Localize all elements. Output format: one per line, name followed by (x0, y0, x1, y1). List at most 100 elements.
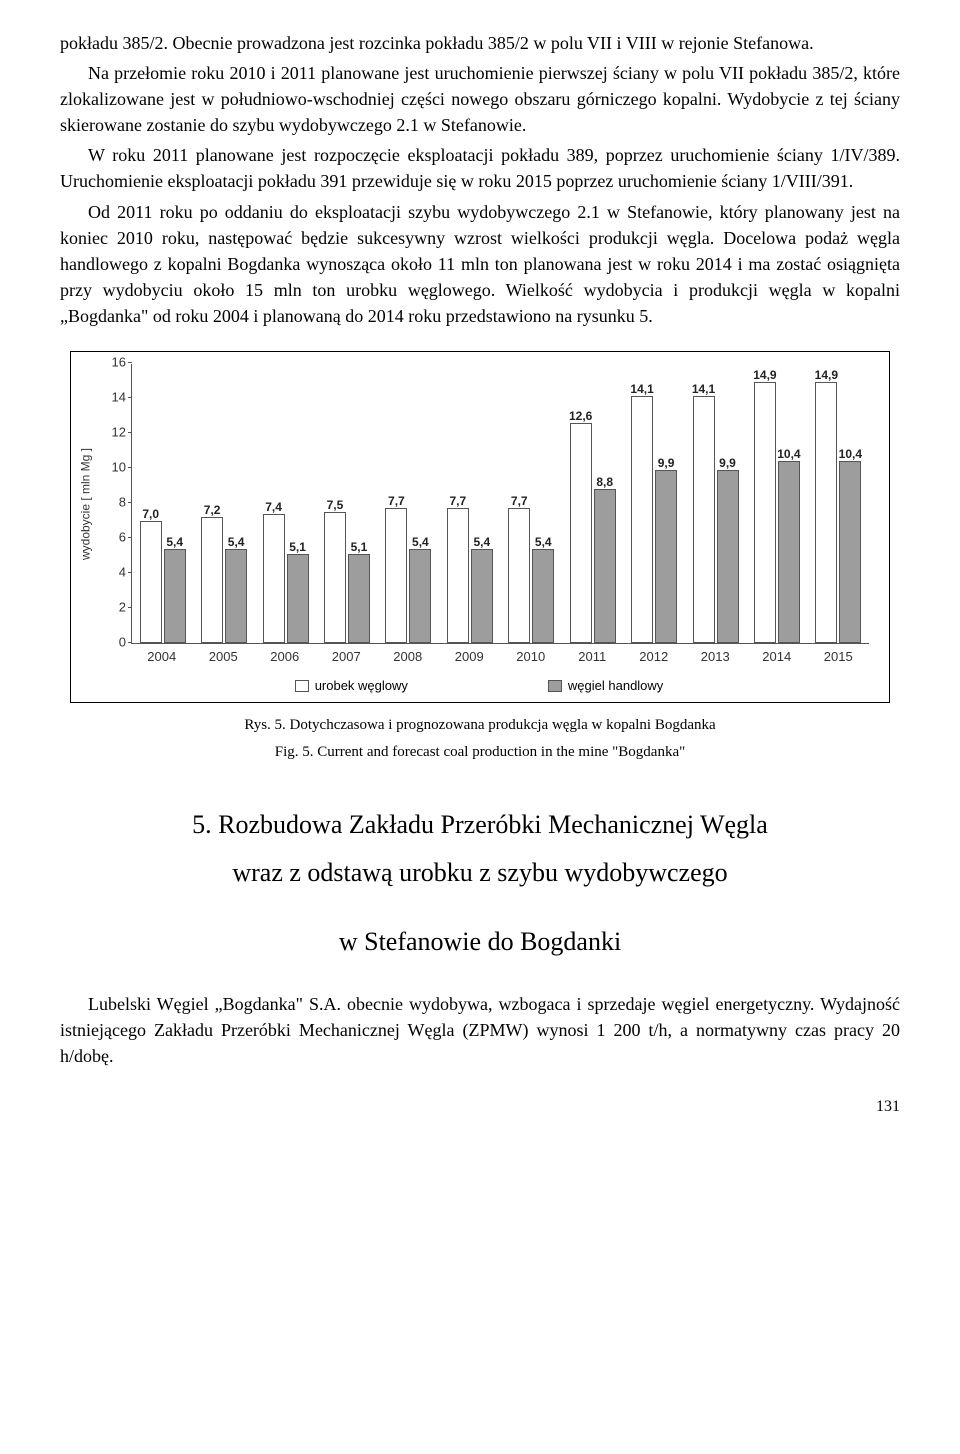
bar-group: 7,75,4 (378, 364, 439, 643)
bar-series-a: 7,2 (201, 517, 223, 643)
bar-series-b: 5,4 (532, 549, 554, 644)
bar-series-b: 5,4 (471, 549, 493, 644)
bar-value-label: 7,2 (204, 502, 221, 519)
bar-series-a: 14,9 (754, 382, 776, 643)
bar-value-label: 7,5 (327, 497, 344, 514)
bar-group: 7,05,4 (132, 364, 193, 643)
bar-group: 7,55,1 (316, 364, 377, 643)
x-tick-label: 2014 (746, 644, 808, 667)
legend-swatch-a (295, 680, 309, 692)
bar-series-a: 7,7 (447, 508, 469, 643)
legend-item-b: węgiel handlowy (548, 677, 663, 696)
bar-value-label: 5,1 (289, 539, 306, 556)
y-tick-label: 6 (92, 529, 126, 548)
bar-value-label: 14,9 (815, 367, 838, 384)
bar-value-label: 10,4 (839, 446, 862, 463)
bar-value-label: 5,4 (412, 534, 429, 551)
paragraph-1: pokładu 385/2. Obecnie prowadzona jest r… (60, 30, 900, 56)
section-number: 5. (192, 810, 212, 839)
y-tick-label: 14 (92, 389, 126, 408)
x-tick-label: 2008 (377, 644, 439, 667)
paragraph-3: W roku 2011 planowane jest rozpoczęcie e… (60, 142, 900, 194)
bar-series-b: 5,1 (287, 554, 309, 643)
chart-legend: urobek węglowy węgiel handlowy (83, 677, 875, 696)
bar-value-label: 14,1 (630, 381, 653, 398)
bar-group: 7,75,4 (439, 364, 500, 643)
bar-series-a: 14,1 (693, 396, 715, 643)
x-tick-label: 2015 (808, 644, 870, 667)
x-tick-label: 2004 (131, 644, 193, 667)
bar-series-b: 10,4 (778, 461, 800, 643)
legend-label-b: węgiel handlowy (568, 677, 663, 696)
bar-value-label: 7,4 (265, 499, 282, 516)
y-tick-label: 0 (92, 634, 126, 653)
bar-value-label: 5,4 (228, 534, 245, 551)
bar-group: 14,19,9 (685, 364, 746, 643)
x-tick-label: 2011 (562, 644, 624, 667)
y-tick-label: 4 (92, 564, 126, 583)
section-title-line3: w Stefanowie do Bogdanki (60, 921, 900, 963)
section-heading: 5. Rozbudowa Zakładu Przeróbki Mechanicz… (90, 804, 870, 846)
page-number: 131 (60, 1095, 900, 1118)
section-title-line1: Rozbudowa Zakładu Przeróbki Mechanicznej… (218, 810, 768, 839)
legend-item-a: urobek węglowy (295, 677, 408, 696)
paragraph-2: Na przełomie roku 2010 i 2011 planowane … (60, 60, 900, 138)
bar-group: 14,910,4 (808, 364, 869, 643)
bar-group: 7,75,4 (501, 364, 562, 643)
bar-value-label: 7,7 (388, 493, 405, 510)
bar-series-a: 14,9 (815, 382, 837, 643)
x-tick-label: 2005 (193, 644, 255, 667)
bar-series-a: 12,6 (570, 423, 592, 644)
bar-series-a: 7,0 (140, 521, 162, 644)
legend-swatch-b (548, 680, 562, 692)
y-tick-label: 2 (92, 599, 126, 618)
bar-value-label: 8,8 (596, 474, 613, 491)
bar-series-a: 7,5 (324, 512, 346, 643)
paragraph-4: Od 2011 roku po oddaniu do eksploatacji … (60, 199, 900, 329)
bar-series-a: 14,1 (631, 396, 653, 643)
bar-group: 7,45,1 (255, 364, 316, 643)
bar-series-b: 9,9 (717, 470, 739, 643)
y-tick-label: 16 (92, 354, 126, 373)
bar-group: 14,910,4 (746, 364, 807, 643)
x-tick-label: 2013 (685, 644, 747, 667)
bar-series-b: 5,4 (164, 549, 186, 644)
bar-series-b: 5,4 (409, 549, 431, 644)
legend-label-a: urobek węglowy (315, 677, 408, 696)
bar-value-label: 12,6 (569, 408, 592, 425)
bar-group: 7,25,4 (193, 364, 254, 643)
x-tick-label: 2010 (500, 644, 562, 667)
bar-value-label: 5,1 (351, 539, 368, 556)
bar-series-b: 9,9 (655, 470, 677, 643)
production-chart: wydobycie [ mln Mg ] 7,05,47,25,47,45,17… (70, 351, 890, 703)
bar-value-label: 14,1 (692, 381, 715, 398)
bar-series-b: 5,1 (348, 554, 370, 643)
bar-value-label: 9,9 (719, 455, 736, 472)
bar-value-label: 14,9 (753, 367, 776, 384)
bar-value-label: 9,9 (658, 455, 675, 472)
bar-series-b: 10,4 (839, 461, 861, 643)
bar-value-label: 5,4 (166, 534, 183, 551)
bar-group: 14,19,9 (623, 364, 684, 643)
y-tick-label: 10 (92, 459, 126, 478)
bar-value-label: 7,7 (511, 493, 528, 510)
bar-series-a: 7,7 (508, 508, 530, 643)
bar-value-label: 7,0 (142, 506, 159, 523)
x-tick-label: 2007 (316, 644, 378, 667)
paragraph-5: Lubelski Węgiel „Bogdanka" S.A. obecnie … (60, 991, 900, 1069)
bar-series-a: 7,4 (263, 514, 285, 644)
figure-caption-pl: Rys. 5. Dotychczasowa i prognozowana pro… (60, 715, 900, 737)
y-tick-label: 12 (92, 424, 126, 443)
bar-value-label: 7,7 (449, 493, 466, 510)
figure-caption-en: Fig. 5. Current and forecast coal produc… (60, 742, 900, 764)
bar-value-label: 5,4 (535, 534, 552, 551)
x-tick-label: 2006 (254, 644, 316, 667)
bar-series-a: 7,7 (385, 508, 407, 643)
bar-group: 12,68,8 (562, 364, 623, 643)
bar-series-b: 8,8 (594, 489, 616, 643)
x-tick-label: 2012 (623, 644, 685, 667)
bar-series-b: 5,4 (225, 549, 247, 644)
bar-value-label: 5,4 (473, 534, 490, 551)
section-title-line2: wraz z odstawą urobku z szybu wydobywcze… (60, 852, 900, 894)
y-tick-label: 8 (92, 494, 126, 513)
